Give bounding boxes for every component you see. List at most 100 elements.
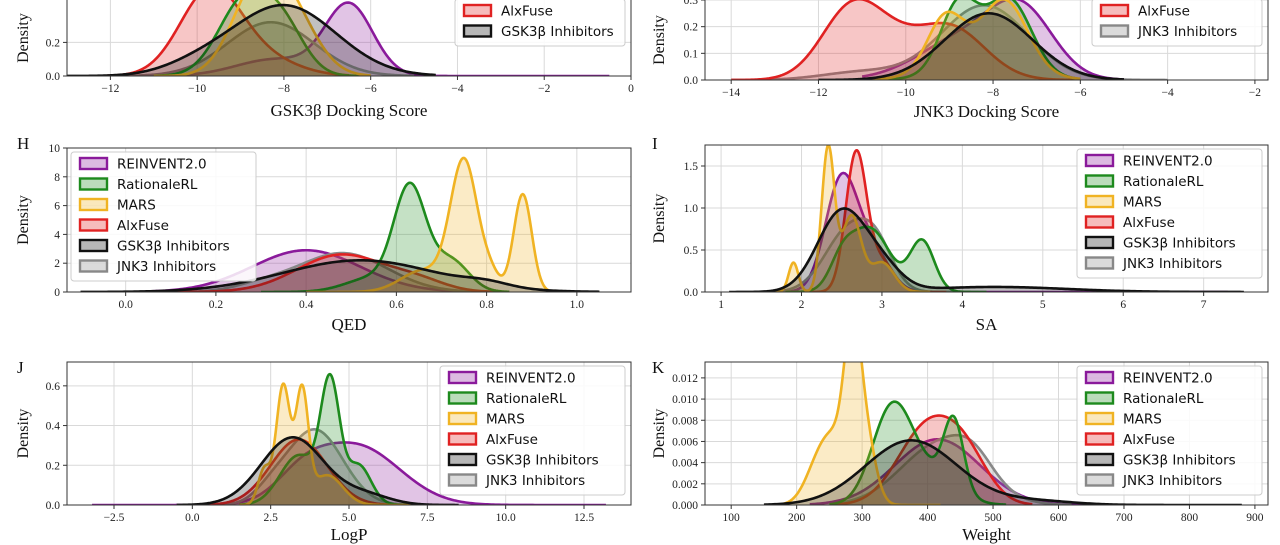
- series-group: [731, 0, 1168, 80]
- legend-swatch: [78, 156, 109, 171]
- x-tick-label: 0.0: [185, 512, 200, 524]
- x-axis-label: QED: [332, 315, 367, 334]
- density-fill-alxfuse: [835, 415, 1033, 505]
- series-group: [92, 372, 606, 505]
- x-tick-label: 2: [799, 299, 805, 311]
- legend-swatch: [447, 391, 478, 405]
- density-fill-mars: [783, 362, 941, 505]
- x-tick-label: −12: [101, 83, 119, 95]
- x-tick-label: 3: [879, 299, 885, 311]
- legend-box: [439, 365, 626, 496]
- density-line-rationalerl: [784, 225, 988, 292]
- density-fill-jnk3-inhibitors: [110, 22, 415, 76]
- x-tick-label: 0.6: [389, 299, 404, 311]
- x-tick-label: −4: [451, 83, 463, 95]
- legend-box: [1076, 365, 1263, 496]
- legend-box: [1091, 0, 1263, 47]
- panel-H: 0.0 0.2 0.4 0.6 0.8 1.0 0 2 4 6 8 10 QED Density H REIN…: [15, 134, 632, 334]
- x-tick-label: −6: [1074, 87, 1086, 99]
- x-tick-label: 4: [959, 299, 965, 311]
- y-tick-label: 0.4: [46, 421, 61, 433]
- legend-label: JNK3 Inhibitors: [116, 259, 216, 275]
- density-line-mars: [768, 145, 931, 292]
- legend-swatch: [1084, 432, 1115, 446]
- y-tick-label: 8: [54, 172, 60, 184]
- x-tick-label: −4: [1161, 87, 1173, 99]
- density-fill-rationalerl: [261, 182, 510, 292]
- y-tick-label: 0.3: [684, 0, 699, 7]
- x-tick-label: −2: [1249, 87, 1261, 99]
- density-fill-gsk3b-inhibitors: [176, 437, 459, 505]
- y-tick-label: 0.0: [46, 500, 61, 512]
- panel-G: −12 −10 −8 −6 −4 −2 0 0.0 0.2 GSK3β Docking Score…: [15, 0, 634, 120]
- legend-label: MARS: [486, 412, 525, 428]
- legend-label: GSK3β Inhibitors: [1123, 453, 1236, 469]
- legend-label: JNK3 Inhibitors: [485, 473, 585, 489]
- legend-label: AlxFuse: [1138, 4, 1190, 20]
- legend-label: AlxFuse: [501, 4, 553, 20]
- legend-label: REINVENT2.0: [117, 157, 207, 173]
- legend-swatch: [78, 238, 109, 253]
- legend-label: JNK3 Inhibitors: [1122, 256, 1222, 272]
- axes-frame: [66, 0, 632, 77]
- legend-box: [1076, 148, 1263, 279]
- y-axis-label: Density: [15, 13, 32, 63]
- legend-swatch: [1099, 24, 1130, 38]
- legend-swatch: [462, 3, 493, 18]
- y-tick-label: 2: [54, 258, 60, 270]
- y-tick-label: 0.002: [672, 479, 698, 491]
- x-tick-label: −8: [278, 83, 290, 95]
- legend-swatch: [1084, 411, 1115, 426]
- y-axis-label: Density: [15, 409, 32, 459]
- legend-swatch: [447, 411, 478, 426]
- density-fill-jnk3-inhibitors: [835, 435, 1072, 505]
- legend-label: AlxFuse: [486, 432, 538, 448]
- x-tick-label: 5.0: [342, 512, 357, 524]
- density-fill-gsk3b-inhibitors: [67, 5, 436, 76]
- x-tick-label: 1.0: [570, 299, 585, 311]
- axes-frame: [704, 0, 1269, 81]
- x-axis-label: GSK3β Docking Score: [271, 101, 428, 120]
- density-line-gsk3b-inhibitors: [818, 12, 1125, 80]
- legend-swatch: [1084, 256, 1115, 270]
- series-group: [729, 145, 1244, 292]
- legend-label: RationaleRL: [486, 391, 567, 407]
- panel-I: 1 2 3 4 5 6 7 0.0 0.5 1.0 1.5 SA Density I REINVENT2.0…: [651, 134, 1269, 334]
- series-group: [763, 362, 1242, 505]
- x-tick-label: 900: [1246, 512, 1264, 524]
- legend-label: GSK3β Inhibitors: [501, 24, 614, 40]
- x-tick-label: 200: [788, 512, 806, 524]
- y-tick-label: 0.008: [672, 415, 698, 427]
- legend-label: AlxFuse: [1123, 432, 1175, 448]
- legend: REINVENT2.0 RationaleRL MARS AlxFuse GSK3β I…: [1076, 148, 1263, 279]
- legend-swatch: [1099, 3, 1130, 18]
- legend: REINVENT2.0 RationaleRL MARS AlxFuse GSK3β I…: [439, 365, 626, 496]
- density-fill-reinvent2-0: [92, 442, 606, 505]
- y-tick-label: 0.5: [684, 245, 699, 257]
- x-tick-label: 6: [1120, 299, 1126, 311]
- x-tick-label: −6: [365, 83, 377, 95]
- legend-label: GSK3β Inhibitors: [1123, 236, 1236, 252]
- y-tick-label: 0.2: [46, 460, 61, 472]
- density-fill-mars: [153, 0, 371, 76]
- density-line-gsk3b-inhibitors: [80, 259, 600, 292]
- axes-frame: [704, 144, 1269, 293]
- density-fill-rationalerl: [153, 0, 371, 76]
- x-tick-label: 10.0: [496, 512, 516, 524]
- legend-swatch: [78, 218, 109, 232]
- density-line-rationalerl: [153, 0, 372, 76]
- legend-label: JNK3 Inhibitors: [1122, 473, 1222, 489]
- density-fill-alxfuse: [731, 0, 1081, 80]
- density-line-alxfuse: [170, 253, 510, 292]
- y-tick-label: 0.0: [46, 71, 61, 83]
- x-tick-label: 0.2: [209, 299, 224, 311]
- y-tick-label: 0.012: [672, 373, 698, 385]
- x-tick-label: −14: [722, 87, 740, 99]
- y-tick-label: 10: [49, 143, 61, 155]
- x-tick-label: 0.4: [299, 299, 314, 311]
- x-tick-label: 500: [984, 512, 1002, 524]
- density-fill-gsk3b-inhibitors: [80, 260, 600, 292]
- legend-label: REINVENT2.0: [1123, 154, 1213, 170]
- density-line-mars: [153, 0, 372, 76]
- x-tick-label: −10: [897, 87, 915, 99]
